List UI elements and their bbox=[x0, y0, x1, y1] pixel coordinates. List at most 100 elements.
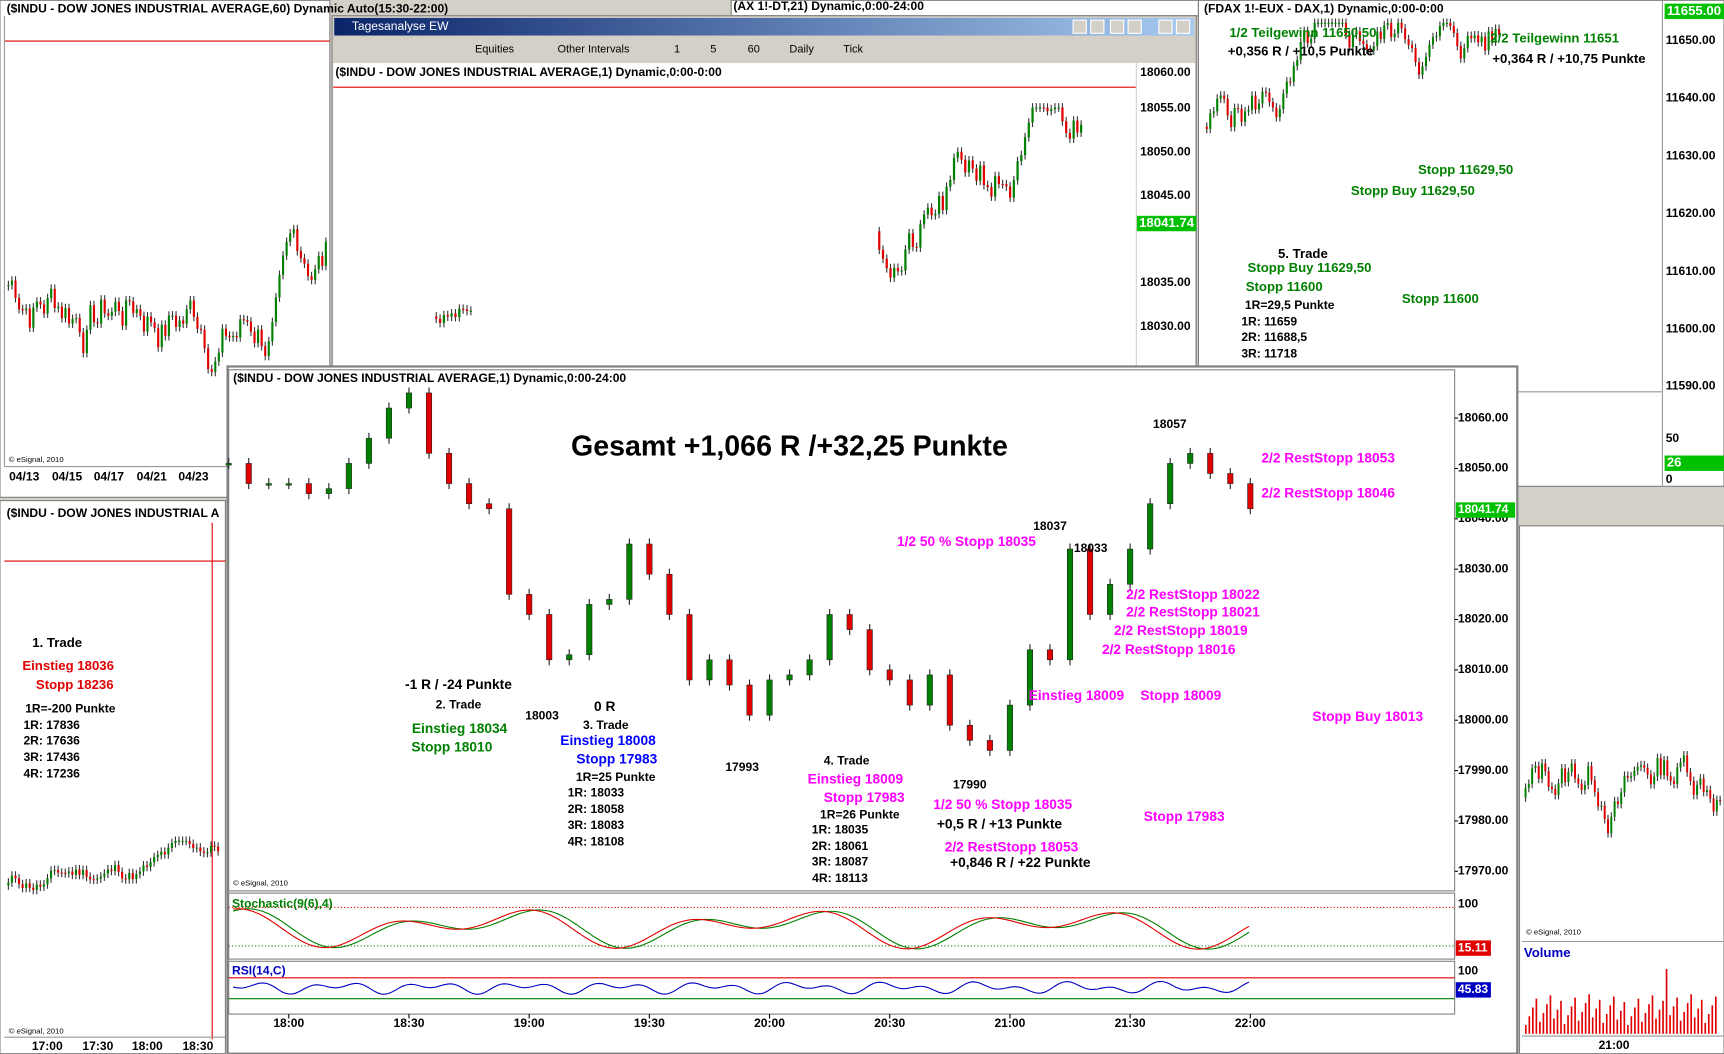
background-volume bbox=[1711, 1005, 1714, 1034]
background-candle bbox=[1459, 45, 1462, 59]
background-candle bbox=[1005, 184, 1008, 187]
y-tick-label: 18060.00 bbox=[1458, 410, 1509, 424]
background-candle bbox=[941, 196, 944, 211]
label: 1R: 17836 bbox=[23, 718, 80, 732]
button[interactable] bbox=[1090, 19, 1105, 34]
background-candle bbox=[964, 159, 967, 173]
background-candle bbox=[1593, 780, 1596, 793]
background-volume bbox=[1641, 1021, 1643, 1034]
background-volume bbox=[1567, 1015, 1569, 1034]
background-candle bbox=[1626, 775, 1629, 778]
background-volume bbox=[1524, 1025, 1527, 1034]
background-candle bbox=[81, 869, 85, 875]
background-candle bbox=[32, 307, 35, 328]
background-candle bbox=[1383, 25, 1386, 39]
button[interactable] bbox=[1127, 19, 1142, 34]
button[interactable] bbox=[1158, 19, 1173, 34]
background-candle bbox=[1702, 778, 1705, 792]
background-candle bbox=[1438, 25, 1441, 37]
background-candle bbox=[979, 165, 982, 181]
background-candle bbox=[1271, 102, 1274, 108]
background-candle bbox=[1477, 35, 1480, 43]
background-candle bbox=[1237, 108, 1240, 110]
background-candle bbox=[292, 229, 295, 234]
background-candle bbox=[28, 308, 31, 328]
stoch-frame bbox=[228, 892, 1456, 960]
background-candle bbox=[1554, 788, 1557, 796]
y-tick-label: 17990.00 bbox=[1458, 763, 1509, 777]
y-tick-label: 11640.00 bbox=[1666, 90, 1716, 104]
background-candle bbox=[960, 151, 963, 160]
background-candle bbox=[10, 280, 14, 286]
background-candle bbox=[1712, 798, 1715, 812]
background-candle bbox=[14, 875, 17, 879]
background-candle bbox=[1550, 786, 1553, 789]
background-candle bbox=[956, 151, 959, 158]
background-candle bbox=[196, 316, 199, 329]
background-candle bbox=[911, 233, 915, 247]
background-volume bbox=[1686, 1003, 1689, 1034]
background-candle bbox=[303, 258, 306, 264]
background-candle bbox=[89, 305, 92, 330]
background-candle bbox=[35, 884, 38, 890]
background-volume bbox=[1662, 1000, 1664, 1034]
background-candle bbox=[1452, 25, 1455, 33]
annotation: 2. Trade bbox=[436, 697, 482, 711]
label: 1/2 Teilgewinn 11650,50 bbox=[1229, 25, 1376, 40]
background-candle bbox=[878, 231, 881, 250]
background-volume bbox=[1539, 1021, 1541, 1034]
x-tick-label: 20:00 bbox=[754, 1016, 785, 1030]
button[interactable] bbox=[1072, 19, 1087, 34]
background-volume bbox=[1651, 995, 1654, 1034]
background-candle bbox=[210, 369, 213, 372]
background-candle bbox=[299, 251, 302, 259]
background-candle bbox=[1407, 39, 1410, 45]
background-candle bbox=[124, 878, 127, 880]
annotation: 1/2 50 % Stopp 18035 bbox=[933, 797, 1072, 812]
background-candle bbox=[274, 297, 277, 323]
annotation: Stopp 18010 bbox=[411, 740, 492, 755]
background-candle bbox=[1580, 783, 1583, 790]
plot-frame bbox=[228, 369, 1456, 892]
button[interactable] bbox=[1175, 19, 1191, 34]
background-candle bbox=[1362, 41, 1365, 45]
background-volume bbox=[1627, 1025, 1629, 1034]
background-candle bbox=[1421, 66, 1424, 75]
candle bbox=[1026, 649, 1033, 706]
background-candle bbox=[465, 309, 469, 311]
button[interactable] bbox=[1109, 19, 1125, 34]
price-box bbox=[1664, 455, 1724, 471]
candle bbox=[946, 674, 953, 726]
background-candle bbox=[324, 241, 327, 266]
background-candle bbox=[1292, 66, 1295, 82]
background-candle bbox=[192, 300, 195, 317]
background-candle bbox=[1699, 778, 1702, 785]
background-candle bbox=[310, 276, 313, 280]
background-candle bbox=[915, 246, 918, 249]
background-candle bbox=[278, 274, 281, 298]
candle bbox=[806, 659, 813, 676]
background-candle bbox=[1397, 22, 1400, 34]
background-candle bbox=[945, 186, 948, 211]
label: 2R: 11688,5 bbox=[1241, 330, 1307, 344]
background-candle bbox=[57, 869, 60, 873]
candle bbox=[1187, 453, 1194, 464]
background-candle bbox=[1250, 95, 1254, 110]
candle bbox=[526, 594, 533, 615]
background-candle bbox=[1334, 22, 1337, 24]
label: 1R=29,5 Punkte bbox=[1245, 298, 1335, 312]
annotation: 17990 bbox=[953, 778, 987, 792]
y-tick-label: 50 bbox=[1666, 431, 1680, 445]
price-box bbox=[1664, 3, 1724, 20]
background-candle bbox=[1223, 95, 1226, 99]
background-candle bbox=[264, 346, 267, 356]
annotation: Einstieg 18009 bbox=[1029, 688, 1125, 703]
background-candle bbox=[46, 298, 49, 314]
y-tick-label: 18045.00 bbox=[1140, 188, 1191, 202]
x-tick-label: 04/15 bbox=[52, 470, 83, 484]
background-candle bbox=[990, 186, 993, 197]
background-candle bbox=[149, 862, 152, 867]
background-candle bbox=[146, 316, 149, 332]
background-candle bbox=[18, 298, 21, 310]
background-candle bbox=[246, 320, 249, 322]
